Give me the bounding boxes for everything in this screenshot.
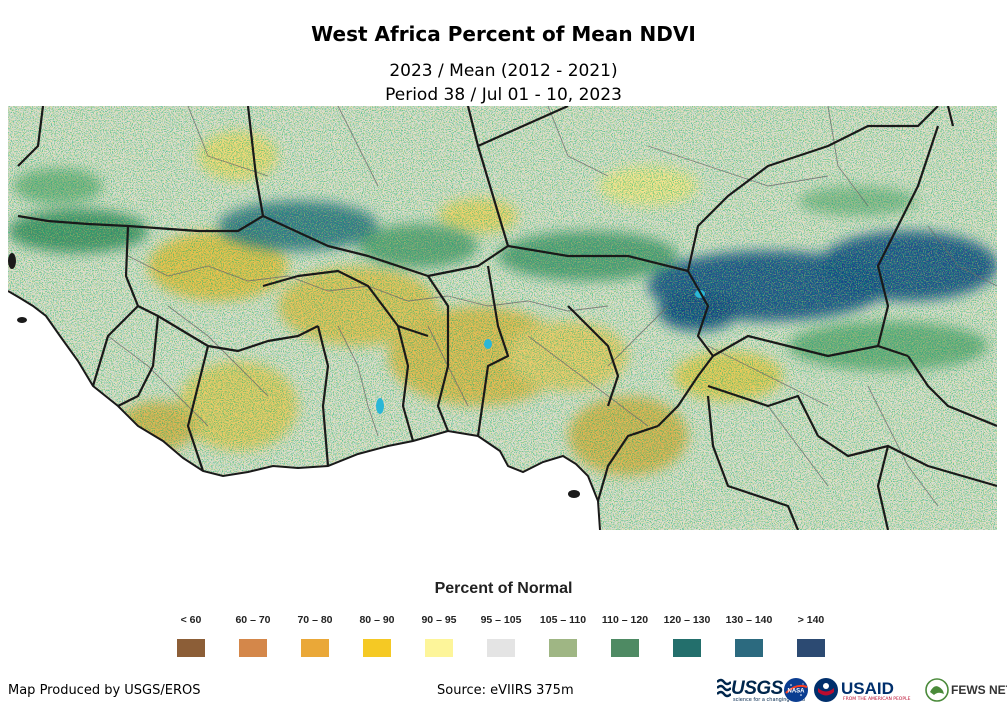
legend-item-label: 95 – 105 <box>480 614 522 626</box>
legend-title: Percent of Normal <box>434 580 573 597</box>
legend-swatch <box>611 639 639 657</box>
legend-item-label: 105 – 110 <box>539 614 587 626</box>
legend-item: 80 – 90 <box>346 613 408 663</box>
partner-logos: USGS science for a changing world NASA U… <box>717 676 1007 704</box>
usaid-logo-text: USAID <box>841 679 894 698</box>
svg-text:NASA: NASA <box>787 689 805 695</box>
legend-item: > 140 <box>780 613 842 663</box>
legend-swatch <box>735 639 763 657</box>
legend-swatch <box>549 639 577 657</box>
legend-item-label: 60 – 70 <box>235 614 271 626</box>
legend-item: 60 – 70 <box>222 613 284 663</box>
legend-item-label: 130 – 140 <box>725 614 773 626</box>
legend-item: 90 – 95 <box>408 613 470 663</box>
map-subtitle-dekad: Period 38 / Jul 01 - 10, 2023 <box>385 85 622 105</box>
fews-net-logo: FEWS NET <box>925 677 1007 703</box>
usaid-tagline: FROM THE AMERICAN PEOPLE <box>843 697 911 702</box>
legend-swatch <box>239 639 267 657</box>
legend-item: 105 – 110 <box>532 613 594 663</box>
legend-item-label: > 140 <box>797 614 825 626</box>
legend: < 60 60 – 70 70 – 80 80 – 90 90 – 95 95 – 105… <box>160 613 850 663</box>
legend-swatch <box>673 639 701 657</box>
legend-item: 130 – 140 <box>718 613 780 663</box>
usaid-logo: USAID FROM THE AMERICAN PEOPLE <box>813 677 923 703</box>
legend-item-label: 120 – 130 <box>663 614 711 626</box>
legend-swatch <box>797 639 825 657</box>
usgs-tagline: science for a changing world <box>733 697 805 703</box>
credit-text: Map Produced by USGS/EROS <box>8 683 201 698</box>
legend-swatch <box>363 639 391 657</box>
usgs-logo-text: USGS <box>731 678 783 699</box>
map-title: West Africa Percent of Mean NDVI <box>311 22 696 46</box>
fews-net-logo-text: FEWS NET <box>951 683 1007 697</box>
legend-swatch <box>177 639 205 657</box>
legend-item-label: 80 – 90 <box>359 614 395 626</box>
nasa-logo: NASA <box>784 678 808 702</box>
usgs-logo: USGS science for a changing world <box>717 678 805 703</box>
legend-item: 95 – 105 <box>470 613 532 663</box>
source-text: Source: eVIIRS 375m <box>437 683 574 698</box>
legend-swatch <box>425 639 453 657</box>
legend-swatch <box>487 639 515 657</box>
legend-item-label: 70 – 80 <box>297 614 333 626</box>
ndvi-map <box>8 106 997 530</box>
legend-item: 110 – 120 <box>594 613 656 663</box>
legend-swatch <box>301 639 329 657</box>
map-subtitle-period-range: 2023 / Mean (2012 - 2021) <box>389 61 618 81</box>
legend-item-label: < 60 <box>180 614 202 626</box>
legend-item: 120 – 130 <box>656 613 718 663</box>
legend-item-label: 110 – 120 <box>601 614 649 626</box>
legend-item-label: 90 – 95 <box>421 614 457 626</box>
legend-item: 70 – 80 <box>284 613 346 663</box>
legend-item: < 60 <box>160 613 222 663</box>
